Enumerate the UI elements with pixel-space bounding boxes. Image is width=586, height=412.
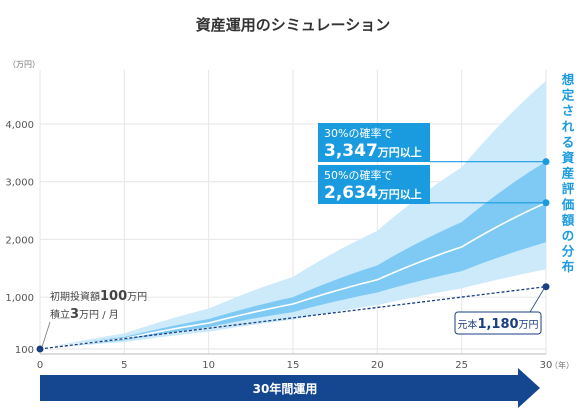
callout-box-p30 xyxy=(318,123,430,162)
period-arrow: 30年間運用 xyxy=(40,368,540,408)
x-tick-label-10: 10 xyxy=(202,360,215,371)
principal-annotation: 元本1,180万円 xyxy=(454,288,545,335)
principal-leader xyxy=(529,288,545,313)
callout-title-p50: 50%の確率で xyxy=(324,168,392,182)
chart-title: 資産運用のシミュレーション xyxy=(196,16,390,34)
principal-box xyxy=(454,311,542,335)
series-lines xyxy=(36,202,550,353)
period-label: 30年間運用 xyxy=(253,381,318,396)
median-line xyxy=(39,202,547,350)
x-tick-label-30: 30 xyxy=(540,360,553,371)
y-tick-label-1000: 1,000 xyxy=(5,293,34,304)
distribution-bands xyxy=(40,80,546,349)
principal-label: 元本1,180万円 xyxy=(457,317,538,332)
monthly-contribution-text: 積立3万円 / 月 xyxy=(50,307,119,322)
x-tick-label-5: 5 xyxy=(121,360,127,371)
outer-band xyxy=(40,80,546,349)
period-arrow-shape xyxy=(40,368,540,408)
start-point xyxy=(36,345,44,353)
y-axis-unit: （万円） xyxy=(8,60,40,69)
x-axis-unit: （年） xyxy=(550,360,574,370)
y-tick-label-3000: 3,000 xyxy=(5,178,34,189)
callout-title-p30: 30%の確率で xyxy=(324,126,392,140)
principal-end-point xyxy=(542,283,550,291)
x-tick-label-20: 20 xyxy=(371,360,384,371)
start-annotation: 初期投資額100万円 積立3万円 / 月 xyxy=(41,289,147,348)
initial-investment-text: 初期投資額100万円 xyxy=(50,289,147,304)
callout-value-p50: 2,634万円以上 xyxy=(324,183,422,203)
callout-point-p50 xyxy=(542,199,550,207)
callout-value-p30: 3,347万円以上 xyxy=(324,141,422,161)
axis-ticks: 100 1,000 2,000 3,000 4,000 0 5 10 15 20 25 30 xyxy=(5,120,552,371)
x-tick-label-15: 15 xyxy=(287,360,300,371)
distribution-label: 想定される資産評価額の分布 xyxy=(561,72,575,274)
start-annotation-leader xyxy=(41,321,51,348)
x-tick-label-25: 25 xyxy=(455,360,468,371)
callout-box-p50 xyxy=(318,165,430,204)
y-tick-label-2000: 2,000 xyxy=(5,235,34,246)
x-tick-label-0: 0 xyxy=(37,360,43,371)
callout-point-p30 xyxy=(542,158,550,166)
inner-band xyxy=(40,161,546,349)
y-tick-label-100: 100 xyxy=(15,345,34,356)
y-tick-label-4000: 4,000 xyxy=(5,120,34,131)
